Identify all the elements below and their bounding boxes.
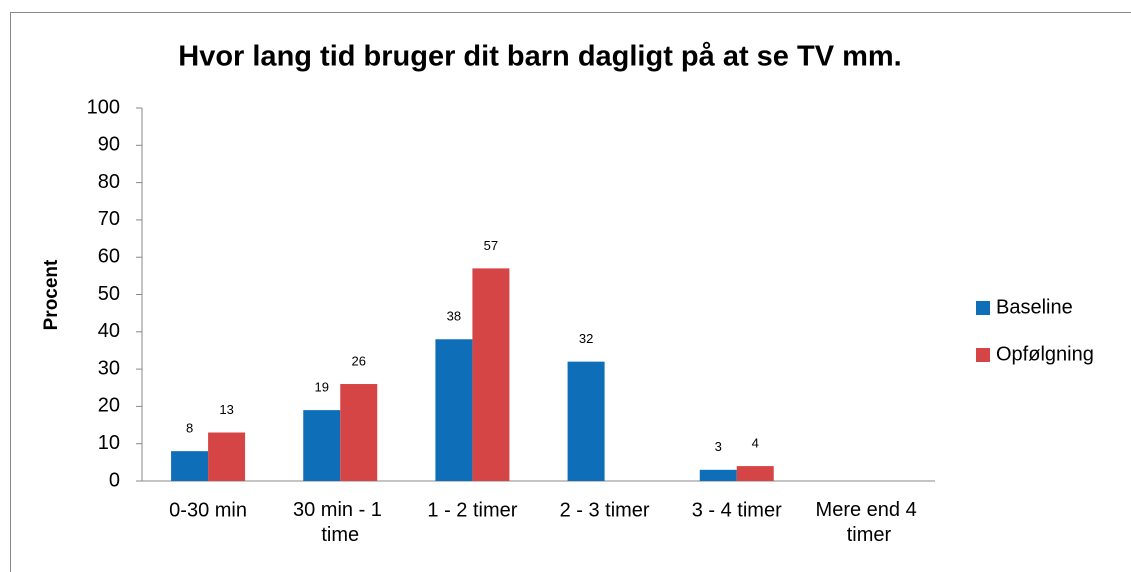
bar (736, 466, 774, 481)
data-label: 4 (752, 436, 759, 451)
bar (435, 339, 473, 481)
bar (340, 384, 378, 481)
legend-label: Opfølgning (996, 343, 1094, 365)
y-tick-label: 100 (87, 96, 120, 118)
bar (567, 361, 605, 481)
y-axis-label: Procent (41, 259, 62, 330)
y-tick-label: 50 (98, 283, 120, 305)
x-tick-label: 1 - 2 timer (427, 499, 517, 521)
data-label: 8 (186, 421, 193, 436)
data-label: 26 (352, 353, 366, 368)
bar (472, 268, 510, 481)
y-tick-label: 40 (98, 320, 120, 342)
data-label: 3 (715, 439, 722, 454)
x-tick-label: 30 min - 1 time (293, 499, 387, 546)
data-label: 19 (315, 380, 329, 395)
chart-title: Hvor lang tid bruger dit barn dagligt på… (178, 41, 901, 73)
data-label: 13 (219, 402, 233, 417)
data-label: 32 (579, 331, 593, 346)
y-tick-label: 60 (98, 245, 120, 267)
x-tick-label: 2 - 3 timer (560, 499, 650, 521)
legend-label: Baseline (996, 296, 1073, 318)
y-tick-label: 30 (98, 357, 120, 379)
data-label: 57 (484, 238, 498, 253)
y-tick-label: 10 (98, 432, 120, 454)
legend-swatch (976, 301, 990, 315)
y-tick-label: 20 (98, 395, 120, 417)
bar (699, 469, 737, 481)
y-tick-label: 70 (98, 208, 120, 230)
bar (303, 410, 341, 481)
x-tick-label: Mere end 4 timer (816, 499, 923, 546)
bar (171, 451, 209, 481)
x-tick-label: 3 - 4 timer (692, 499, 782, 521)
y-tick-label: 90 (98, 134, 120, 156)
legend-swatch (976, 348, 990, 362)
y-tick-label: 80 (98, 171, 120, 193)
data-label: 38 (447, 309, 461, 324)
chart-frame (10, 12, 1131, 572)
y-tick-label: 0 (109, 469, 120, 491)
x-tick-label: 0-30 min (169, 499, 247, 521)
bar (208, 432, 246, 481)
